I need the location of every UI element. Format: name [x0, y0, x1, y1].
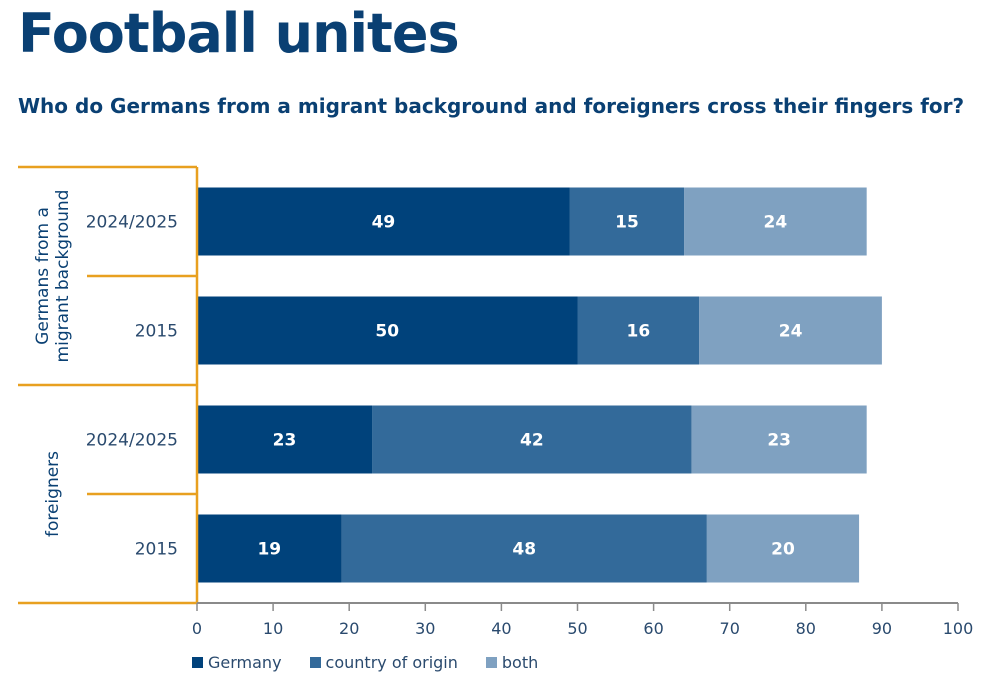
x-axis-tick-label: 10: [263, 619, 283, 638]
bar-value-label: 19: [257, 540, 281, 560]
legend-item-both: both: [485, 653, 539, 672]
x-axis-tick-label: 100: [943, 619, 974, 638]
legend-item-country-of-origin: country of origin: [309, 653, 458, 672]
group-label-line: Germans from a: [33, 207, 53, 345]
bar-germany-row-4: [197, 514, 342, 583]
bar-both-row-3: [691, 405, 867, 474]
x-axis-tick-label: 0: [192, 619, 202, 638]
legend-label-germany: Germany: [208, 653, 282, 672]
bar-value-label: 23: [767, 431, 791, 451]
x-axis-tick-label: 80: [796, 619, 816, 638]
bar-germany-row-2: [197, 296, 578, 365]
bar-value-label: 42: [520, 431, 544, 451]
x-axis-tick-label: 30: [415, 619, 435, 638]
group-label: foreigners: [43, 451, 63, 537]
row-label: 2024/2025: [86, 431, 178, 451]
x-axis-tick-label: 50: [567, 619, 587, 638]
bar-both-row-2: [699, 296, 882, 365]
bar-value-label: 24: [764, 213, 788, 233]
x-axis-tick-label: 90: [872, 619, 892, 638]
bar-value-label: 15: [615, 213, 639, 233]
bar-country-of-origin-row-3: [372, 405, 692, 474]
bar-country-of-origin-row-1: [569, 187, 685, 256]
bar-germany-row-3: [197, 405, 373, 474]
bar-value-label: 48: [512, 540, 536, 560]
row-label: 2015: [135, 322, 178, 342]
row-label: 2015: [135, 540, 178, 560]
chart-subtitle: Who do Germans from a migrant background…: [18, 94, 965, 118]
x-axis-tick-label: 40: [491, 619, 511, 638]
bar-both-row-1: [684, 187, 867, 256]
legend-swatch-both: [485, 657, 497, 668]
bar-value-label: 20: [771, 540, 795, 560]
x-axis-tick-label: 70: [720, 619, 740, 638]
bar-value-label: 49: [372, 213, 396, 233]
bar-both-row-4: [706, 514, 860, 583]
bar-country-of-origin-row-4: [341, 514, 707, 583]
group-label: Germans from amigrant background: [33, 190, 73, 363]
legend-label-country-of-origin: country of origin: [325, 653, 458, 672]
legend: Germany country of origin both: [192, 653, 538, 672]
legend-item-germany: Germany: [192, 653, 282, 672]
group-label-line: migrant background: [53, 190, 73, 363]
group-label-line: foreigners: [43, 451, 63, 537]
bar-value-label: 50: [375, 322, 399, 342]
x-axis-tick-label: 60: [643, 619, 663, 638]
legend-swatch-country-of-origin: [309, 657, 321, 668]
bar-germany-row-1: [197, 187, 570, 256]
bar-country-of-origin-row-2: [577, 296, 700, 365]
chart-title: Football unites: [18, 2, 460, 65]
bar-value-label: 24: [779, 322, 803, 342]
x-axis-tick-label: 20: [339, 619, 359, 638]
legend-label-both: both: [501, 653, 539, 672]
bar-value-label: 16: [627, 322, 651, 342]
bar-value-label: 23: [273, 431, 297, 451]
row-label: 2024/2025: [86, 213, 178, 233]
legend-swatch-germany: [192, 657, 203, 668]
